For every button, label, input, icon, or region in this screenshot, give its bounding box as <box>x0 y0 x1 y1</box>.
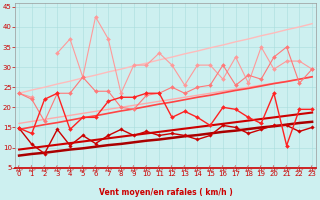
X-axis label: Vent moyen/en rafales ( km/h ): Vent moyen/en rafales ( km/h ) <box>99 188 232 197</box>
